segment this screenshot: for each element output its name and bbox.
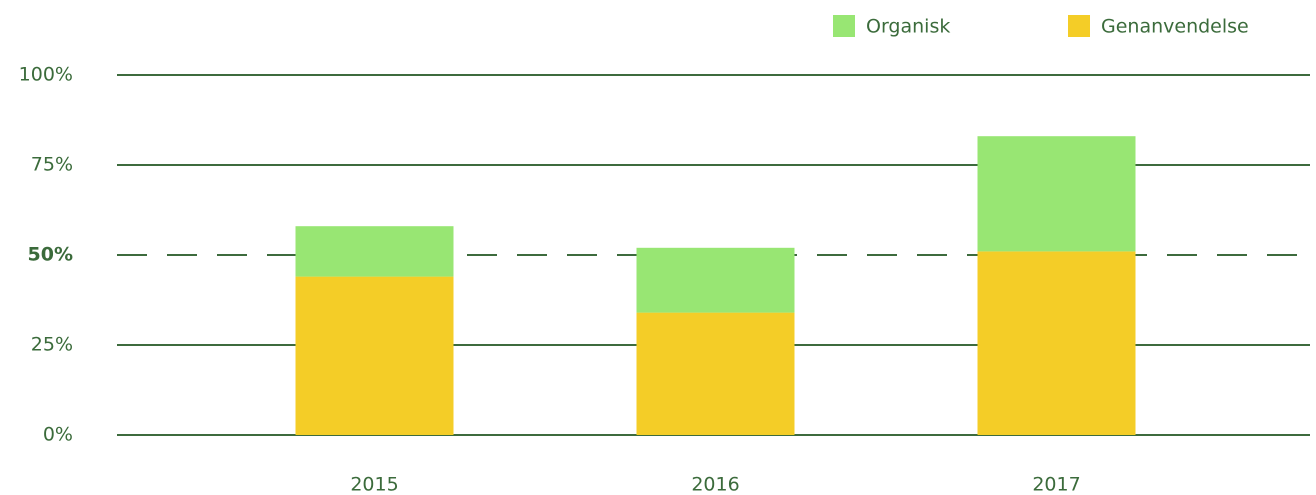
legend-swatch: [1068, 15, 1090, 37]
bar-segment: [636, 247, 795, 313]
bar-segment: [295, 276, 454, 435]
x-tick-label: 2015: [350, 474, 398, 495]
bar-segment: [977, 136, 1136, 252]
x-tick-label: 2016: [691, 474, 739, 495]
bar-segment: [977, 251, 1136, 435]
y-tick-label: 25%: [31, 334, 73, 356]
bar-segment: [636, 312, 795, 435]
y-tick-label: 100%: [19, 64, 73, 86]
legend-swatch: [833, 15, 855, 37]
legend-label: Genanvendelse: [1101, 16, 1249, 38]
legend-label: Organisk: [866, 16, 950, 38]
y-tick-label: 75%: [31, 154, 73, 176]
x-tick-label: 2017: [1032, 474, 1080, 495]
bar-segment: [295, 226, 454, 277]
y-tick-label: 50%: [28, 244, 73, 266]
y-tick-label: 0%: [43, 424, 73, 446]
